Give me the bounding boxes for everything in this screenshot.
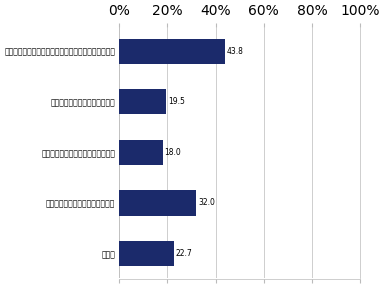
Text: 18.0: 18.0 bbox=[165, 148, 181, 157]
Text: 22.7: 22.7 bbox=[176, 249, 193, 258]
Bar bbox=[119, 89, 166, 115]
Bar bbox=[119, 140, 163, 165]
Bar bbox=[119, 241, 174, 266]
Text: 19.5: 19.5 bbox=[168, 97, 185, 106]
Bar bbox=[119, 190, 196, 216]
Bar bbox=[119, 38, 225, 64]
Text: 43.8: 43.8 bbox=[227, 47, 243, 56]
Text: 32.0: 32.0 bbox=[198, 198, 215, 208]
